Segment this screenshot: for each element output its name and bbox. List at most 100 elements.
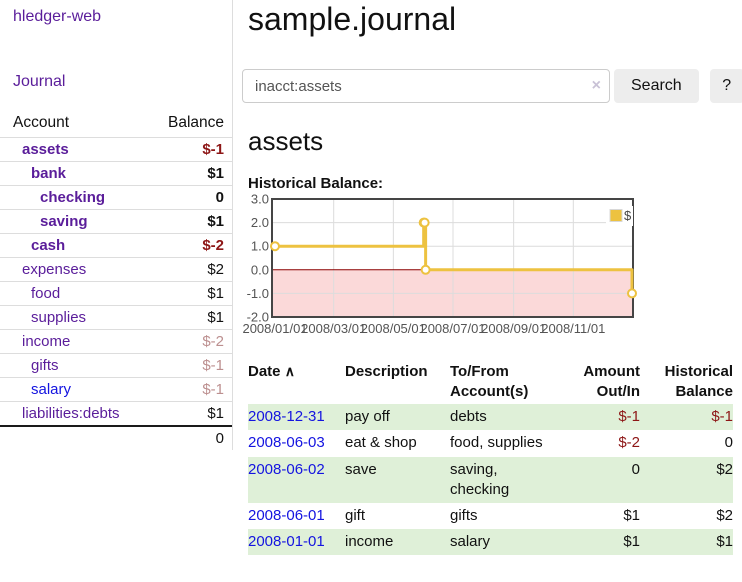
register-header-amount: Amount Out/In: [552, 360, 640, 405]
register-header-balance-line1: Historical: [664, 362, 733, 380]
account-link[interactable]: expenses: [22, 261, 87, 278]
help-button[interactable]: ?: [709, 69, 742, 104]
account-link[interactable]: bank: [31, 165, 67, 182]
register-header-accounts-line2: Account(s): [450, 383, 529, 401]
transaction-accounts: food, supplies: [450, 434, 543, 452]
transaction-accounts: debts: [450, 408, 487, 426]
transaction-amount: $1: [623, 532, 640, 550]
transaction-accounts: gifts: [450, 506, 478, 524]
account-balance: $1: [151, 161, 232, 186]
page: hledger-web Journal Account Balance asse…: [0, 0, 742, 555]
x-axis-tick-label: 2008/09/01: [481, 321, 546, 336]
register-header-amount-line1: Amount: [583, 362, 640, 380]
account-row: gifts $-1: [0, 353, 232, 378]
transaction-description: eat & shop: [345, 434, 417, 452]
accounts-total-value: 0: [151, 425, 232, 450]
account-link[interactable]: saving: [40, 213, 88, 230]
transaction-date-link[interactable]: 2008-01-01: [248, 532, 325, 550]
transaction-amount: $-1: [618, 408, 640, 426]
x-axis-tick-label: 2008/03/01: [301, 321, 366, 336]
account-link[interactable]: checking: [40, 189, 106, 206]
transaction-date-link[interactable]: 2008-12-31: [248, 408, 325, 426]
register-header-description: Description: [345, 362, 428, 380]
account-link[interactable]: liabilities:debts: [22, 405, 120, 422]
transaction-balance: $2: [716, 460, 733, 478]
clear-search-icon[interactable]: ×: [591, 77, 601, 95]
account-link[interactable]: supplies: [31, 309, 87, 326]
account-row: salary $-1: [0, 377, 232, 402]
chart-border: [271, 197, 634, 318]
data-point-marker: [270, 241, 280, 252]
app-title-link[interactable]: hledger-web: [13, 8, 102, 25]
transaction-amount: $-2: [618, 434, 640, 452]
x-axis-tick-label: 2008/11/01: [541, 321, 605, 336]
account-link[interactable]: salary: [31, 381, 72, 398]
transaction-date-link[interactable]: 2008-06-03: [248, 434, 325, 452]
search-button[interactable]: Search: [614, 69, 699, 104]
account-row: cash $-2: [0, 233, 232, 258]
accounts-header-account: Account: [13, 114, 70, 131]
register-header-date[interactable]: Date ∧: [248, 360, 345, 405]
x-axis-tick-label: 2008/05/01: [361, 321, 426, 336]
data-point-marker: [420, 264, 431, 275]
search-bar: × Search ?: [242, 69, 742, 104]
account-balance: $1: [151, 281, 232, 306]
register-row: 2008-06-02 save saving, checking 0 $2: [248, 456, 733, 503]
account-row: checking 0: [0, 185, 232, 210]
data-point-marker: [627, 288, 637, 299]
main-content: sample.journal × Search ? assets Histori…: [233, 0, 742, 555]
account-link[interactable]: food: [31, 285, 61, 302]
data-point-marker: [419, 217, 430, 228]
register-header-amount-line2: Out/In: [596, 383, 640, 401]
x-axis-tick-label: 2008/07/01: [420, 321, 485, 336]
account-balance: $1: [151, 305, 232, 330]
transaction-date-link[interactable]: 2008-06-02: [248, 460, 325, 478]
transaction-balance: $2: [716, 506, 733, 524]
account-row: income $-2: [0, 329, 232, 354]
transaction-balance: $1: [716, 532, 733, 550]
transaction-date-link[interactable]: 2008-06-01: [248, 506, 325, 524]
account-row: assets $-1: [0, 137, 232, 162]
nav-journal-link[interactable]: Journal: [13, 73, 66, 90]
account-balance: $2: [151, 257, 232, 282]
transaction-description: pay off: [345, 408, 390, 426]
x-axis-tick-label: 2008/01/01: [242, 321, 307, 336]
account-balance: $-1: [151, 137, 232, 162]
account-link[interactable]: gifts: [31, 357, 59, 374]
register-row: 2008-12-31 pay off debts $-1 $-1: [248, 404, 733, 431]
register-header-accounts-line1: To/From: [450, 362, 509, 380]
transaction-description: income: [345, 532, 394, 550]
accounts-total-row: 0: [0, 425, 232, 450]
account-balance: $-1: [151, 377, 232, 402]
register-row: 2008-01-01 income salary $1 $1: [248, 528, 733, 555]
account-balance: $-2: [151, 233, 232, 258]
transaction-amount: $1: [623, 506, 640, 524]
transaction-accounts: salary: [450, 532, 491, 550]
legend-swatch: [609, 208, 623, 222]
account-row: bank $1: [0, 161, 232, 186]
register-header-accounts: To/From Account(s): [450, 360, 552, 405]
account-link[interactable]: income: [22, 333, 71, 350]
account-row: food $1: [0, 281, 232, 306]
register-header-date-label: Date: [248, 362, 281, 380]
register-header-balance-line2: Balance: [675, 383, 733, 401]
y-axis-tick-label: 3.0: [251, 191, 269, 206]
y-axis-tick-label: 1.0: [251, 239, 269, 254]
account-balance: $1: [151, 209, 232, 234]
page-title: sample.journal: [248, 1, 457, 37]
search-input[interactable]: [242, 69, 610, 104]
transaction-description: save: [345, 460, 377, 478]
y-axis-tick-label: 0.0: [251, 262, 269, 277]
y-axis-tick-label: 2.0: [251, 215, 269, 230]
account-link[interactable]: cash: [31, 237, 66, 254]
search-box: ×: [242, 69, 610, 104]
register-row: 2008-06-03 eat & shop food, supplies $-2 0: [248, 430, 733, 456]
y-axis-tick-label: -2.0: [247, 309, 269, 324]
account-balance: $-1: [151, 353, 232, 378]
account-balance: $1: [151, 401, 232, 426]
transaction-amount: 0: [631, 460, 640, 478]
account-heading: assets: [248, 126, 324, 157]
account-link[interactable]: assets: [22, 141, 69, 158]
register-table: Date ∧ Description To/From Account(s) Am…: [248, 360, 733, 555]
accounts-header-row: Account Balance: [0, 110, 232, 138]
